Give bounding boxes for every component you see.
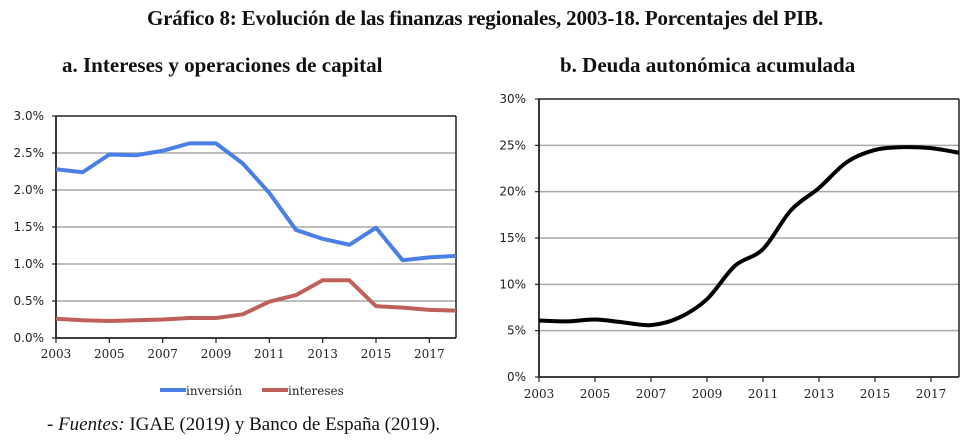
source-prefix: - (47, 414, 59, 435)
y-tick-label: 10% (499, 277, 526, 291)
x-tick-label: 2013 (307, 347, 338, 361)
source-text: IGAE (2019) y Banco de España (2019). (124, 414, 441, 435)
y-tick-label: 0.0% (14, 331, 45, 345)
y-tick-label: 15% (499, 231, 526, 245)
y-tick-label: 3.0% (14, 109, 45, 123)
x-tick-label: 2013 (804, 387, 835, 401)
x-tick-label: 2017 (414, 347, 445, 361)
y-tick-label: 25% (499, 138, 526, 152)
series-line-deuda (538, 145, 960, 328)
x-tick-label: 2005 (580, 387, 611, 401)
x-tick-label: 2009 (692, 387, 723, 401)
x-tick-label: 2007 (636, 387, 667, 401)
y-tick-label: 2.5% (14, 146, 45, 160)
x-tick-label: 2003 (41, 347, 72, 361)
chart-b-title: b. Deuda autonómica acumulada (560, 53, 856, 77)
y-tick-label: 1.0% (14, 257, 45, 271)
y-tick-label: 0% (507, 370, 526, 384)
series-line-inversión (55, 141, 457, 263)
x-tick-label: 2011 (254, 347, 285, 361)
y-tick-label: 0.5% (14, 294, 45, 308)
source-label: Fuentes: (58, 414, 125, 435)
x-tick-label: 2007 (147, 347, 178, 361)
x-tick-label: 2009 (201, 347, 232, 361)
chart-a-title: a. Intereses y operaciones de capital (62, 53, 383, 77)
y-tick-label: 30% (499, 92, 526, 106)
series-line-intereses (55, 278, 457, 323)
y-tick-label: 1.5% (14, 220, 45, 234)
x-tick-label: 2005 (94, 347, 125, 361)
x-tick-label: 2011 (748, 387, 779, 401)
x-tick-label: 2015 (860, 387, 891, 401)
y-tick-label: 2.0% (14, 183, 45, 197)
x-tick-label: 2017 (916, 387, 947, 401)
chart-b: 0% 5% 10% 15% 20% 25% 30% 2003 2005 2007 2009 2011 2… (499, 92, 960, 401)
chart-a: 0.0% 0.5% 1.0% 1.5% 2.0% 2.5% 3.0% 2003 2005 2007… (14, 109, 457, 398)
x-tick-label: 2003 (524, 387, 555, 401)
y-tick-label: 20% (499, 185, 526, 199)
legend: inversión intereses (160, 384, 344, 398)
legend-label-intereses: intereses (288, 384, 344, 398)
figure-title: Gráfico 8: Evolución de las finanzas reg… (147, 6, 823, 30)
source-note: - Fuentes: IGAE (2019) y Banco de España… (47, 414, 440, 436)
y-tick-label: 5% (507, 324, 526, 338)
x-tick-label: 2015 (361, 347, 392, 361)
legend-label-inversión: inversión (186, 384, 242, 398)
